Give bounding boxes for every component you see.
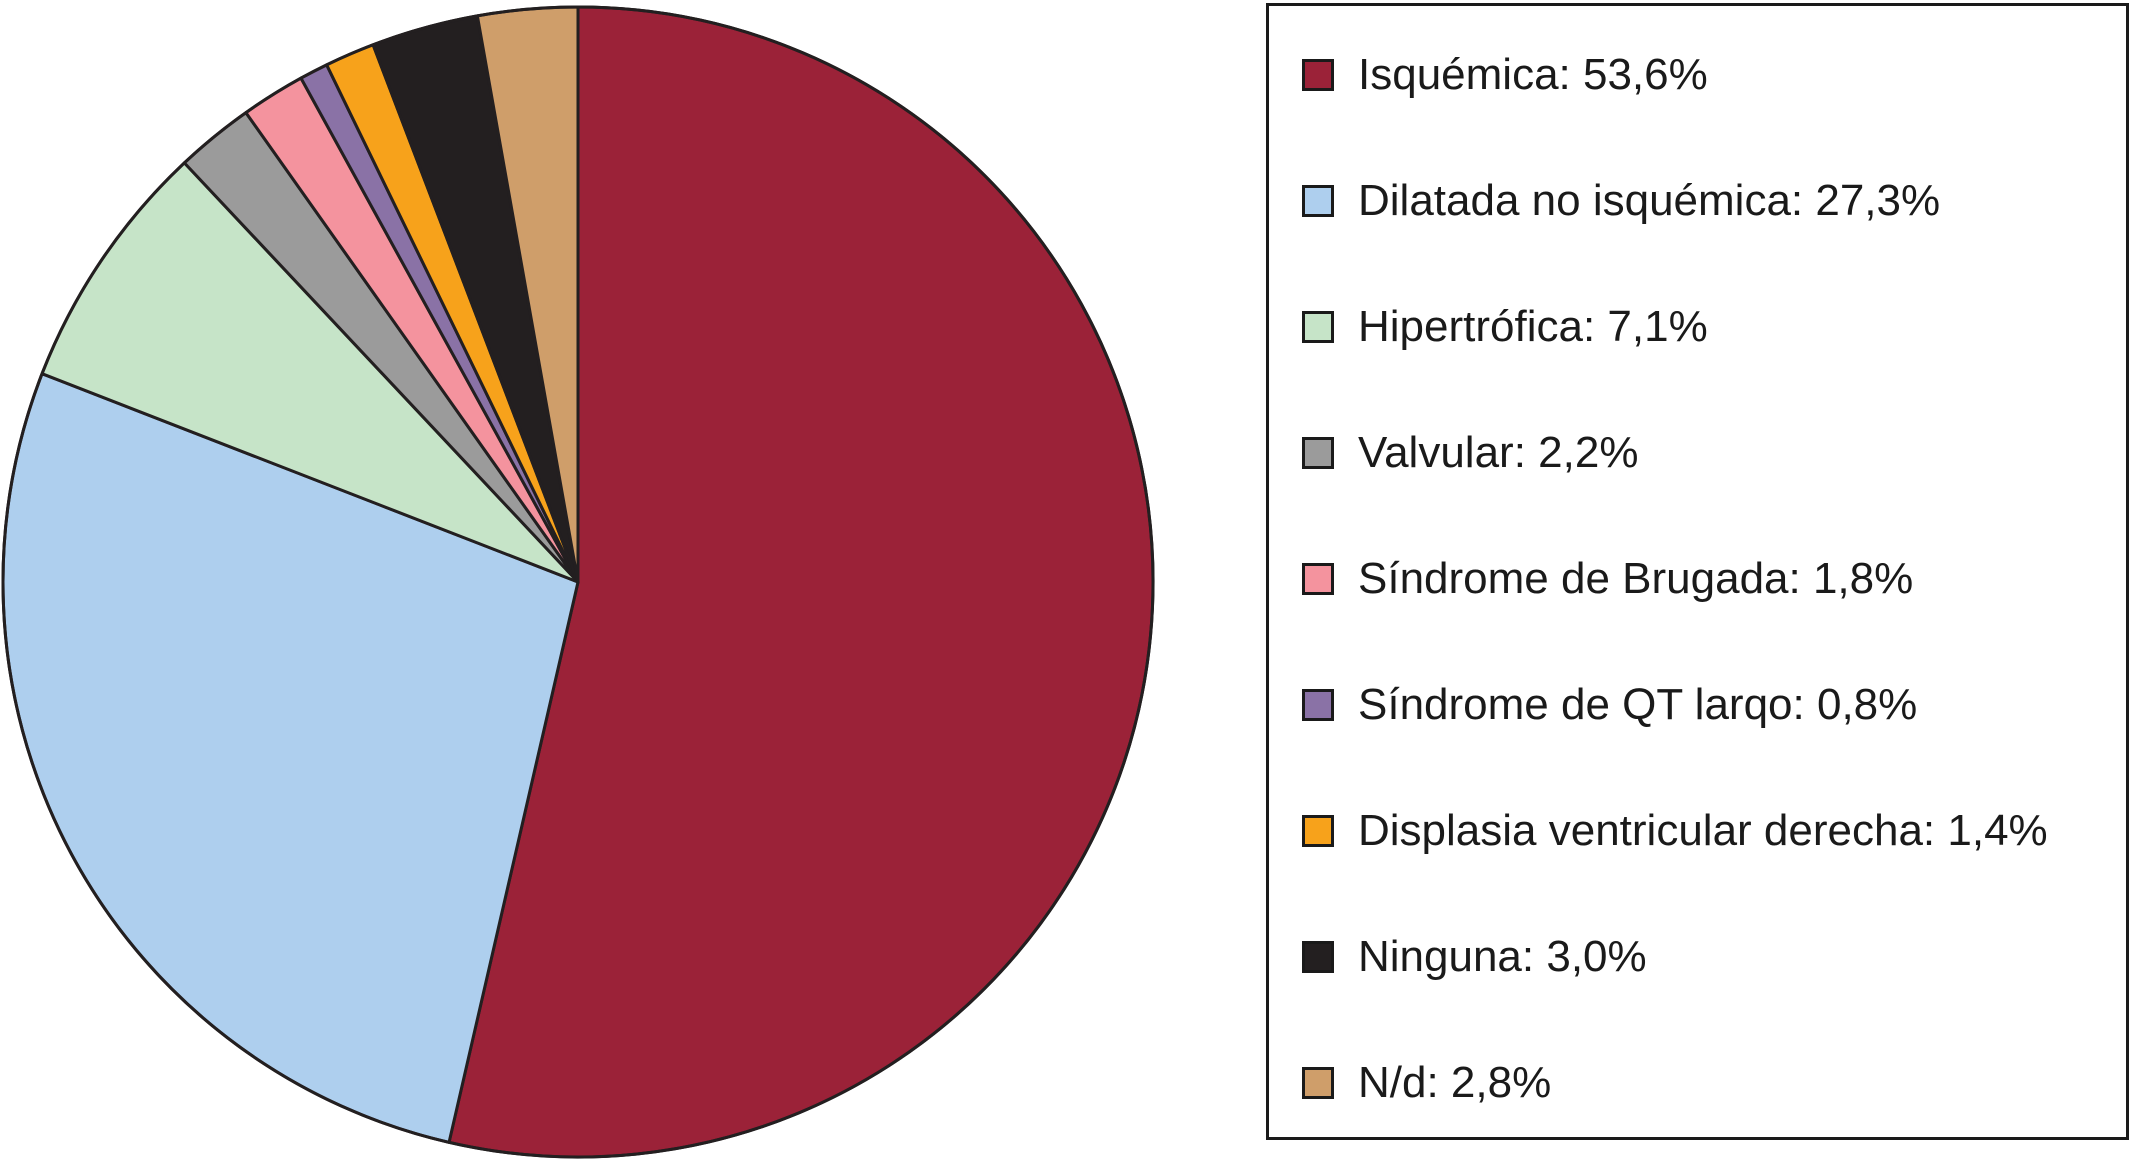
legend-swatch [1302, 689, 1334, 721]
legend-swatch [1302, 815, 1334, 847]
legend-swatch [1302, 437, 1334, 469]
legend-item: Ninguna: 3,0% [1302, 927, 1647, 987]
legend-swatch [1302, 311, 1334, 343]
pie-outline [1, 5, 1155, 1159]
legend-label: Displasia ventricular derecha: 1,4% [1358, 806, 2048, 855]
legend-swatch [1302, 941, 1334, 973]
legend-swatch [1302, 185, 1334, 217]
legend: Isquémica: 53,6% Dilatada no isquémica: 2… [1266, 3, 2129, 1140]
legend-item: Síndrome de QT larqo: 0,8% [1302, 675, 1917, 735]
legend-swatch [1302, 1067, 1334, 1099]
legend-item: Displasia ventricular derecha: 1,4% [1302, 801, 2048, 861]
legend-label: N/d: 2,8% [1358, 1058, 1552, 1107]
legend-label: Síndrome de QT larqo: 0,8% [1358, 680, 1918, 729]
legend-label: Hipertrófica: 7,1% [1358, 302, 1708, 351]
legend-item: Valvular: 2,2% [1302, 423, 1638, 483]
legend-item: Isquémica: 53,6% [1302, 45, 1708, 105]
legend-item: N/d: 2,8% [1302, 1053, 1551, 1113]
legend-label: Valvular: 2,2% [1358, 428, 1639, 477]
legend-label: Síndrome de Brugada: 1,8% [1358, 554, 1914, 603]
legend-label: Dilatada no isquémica: 27,3% [1358, 176, 1941, 225]
legend-item: Síndrome de Brugada: 1,8% [1302, 549, 1913, 609]
legend-swatch [1302, 563, 1334, 595]
pie-chart-svg [1, 5, 1155, 1159]
legend-item: Hipertrófica: 7,1% [1302, 297, 1708, 357]
legend-item: Dilatada no isquémica: 27,3% [1302, 171, 1940, 231]
legend-label: Isquémica: 53,6% [1358, 50, 1708, 99]
pie-chart [1, 5, 1155, 1159]
legend-label: Ninguna: 3,0% [1358, 932, 1647, 981]
legend-swatch [1302, 59, 1334, 91]
